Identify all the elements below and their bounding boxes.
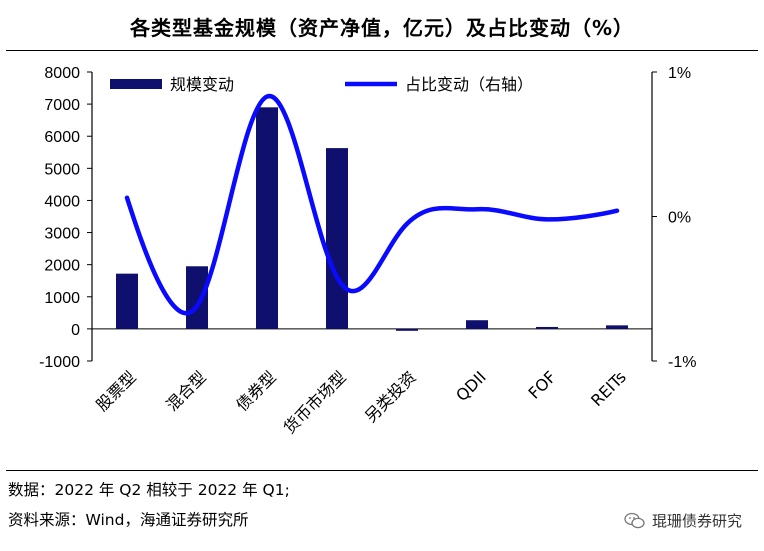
bar-mark — [256, 107, 278, 329]
x-tick-label: 股票型 — [92, 367, 139, 414]
left-tick-label: 0 — [71, 322, 80, 339]
x-tick-label: REITs — [587, 367, 630, 410]
chart-area: 8000 7000 6000 5000 4000 3000 2000 1000 0 -1000 1… — [39, 65, 696, 437]
bar-mark — [326, 148, 348, 329]
bar-mark — [536, 326, 558, 329]
left-tick-label: 4000 — [44, 193, 80, 210]
right-tick-label: 1% — [668, 65, 691, 82]
bar-mark — [606, 325, 628, 329]
left-tick-label: 3000 — [44, 226, 80, 243]
legend-bar-swatch — [110, 79, 162, 89]
left-tick-label: 5000 — [44, 161, 80, 178]
left-y-axis: 8000 7000 6000 5000 4000 3000 2000 1000 0 -1000 — [39, 65, 652, 371]
right-tick-label: 0% — [668, 210, 691, 227]
left-tick-label: -1000 — [39, 354, 80, 371]
bar-mark — [186, 266, 208, 329]
right-tick-label: -1% — [668, 354, 696, 371]
x-axis-labels: 股票型 混合型 债券型 货币市场型 另类投资 QDII FOF REITs — [92, 367, 629, 437]
left-tick-label: 1000 — [44, 290, 80, 307]
x-tick-label: 混合型 — [162, 367, 209, 414]
watermark-text: 琨珊债券研究 — [651, 512, 742, 530]
watermark: 琨珊债券研究 — [624, 510, 742, 531]
left-tick-label: 7000 — [44, 97, 80, 114]
legend-line-label: 占比变动（右轴） — [405, 75, 533, 94]
bar-mark — [116, 273, 138, 329]
x-tick-label: 货币市场型 — [280, 367, 350, 437]
legend: 规模变动 占比变动（右轴） — [110, 75, 533, 94]
x-tick-label: QDII — [452, 367, 490, 405]
x-tick-label: 另类投资 — [361, 367, 420, 426]
data-note: 数据：2022 年 Q2 相较于 2022 年 Q1; — [8, 481, 290, 499]
x-tick-label: FOF — [524, 367, 559, 402]
source-note: 资料来源：Wind，海通证券研究所 — [8, 511, 249, 529]
right-y-axis: 1% 0% -1% — [651, 65, 696, 371]
x-tick-label: 债券型 — [232, 367, 279, 414]
top-divider — [6, 50, 758, 51]
left-tick-label: 2000 — [44, 258, 80, 275]
bar-mark — [466, 320, 488, 329]
wechat-icon — [624, 512, 646, 530]
bar-mark — [396, 328, 418, 331]
left-tick-label: 6000 — [44, 129, 80, 146]
chart-title: 各类型基金规模（资产净值，亿元）及占比变动（%） — [129, 16, 635, 40]
ratio-line-series — [124, 94, 620, 316]
legend-bar-label: 规模变动 — [170, 75, 234, 94]
left-tick-label: 8000 — [44, 65, 80, 82]
bottom-divider — [6, 470, 758, 471]
